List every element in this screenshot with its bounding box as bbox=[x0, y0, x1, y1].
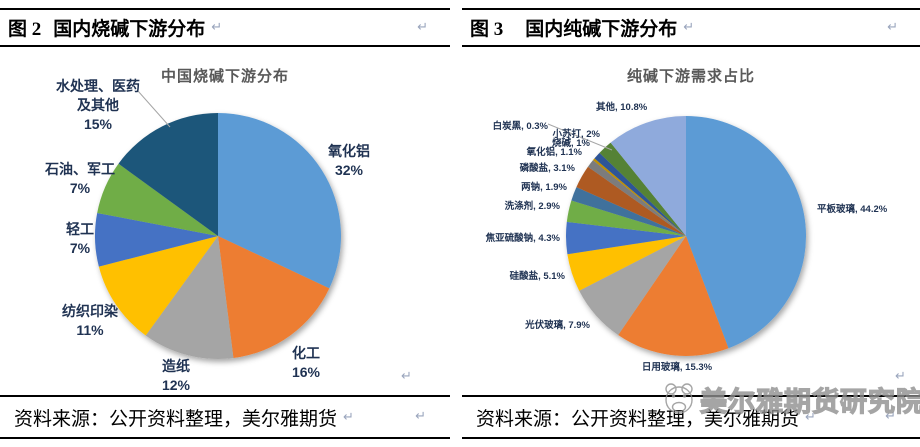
pie-slice-纺织印染 bbox=[98, 236, 218, 336]
paragraph-mark-icon: ↵ bbox=[343, 409, 354, 425]
soda-ash-pie-chart: 纯碱下游需求占比 平板玻璃, 44.2% 日用玻璃, 15.3% 光伏玻璃, 7.9… bbox=[462, 47, 920, 395]
divider bbox=[0, 395, 450, 397]
paragraph-mark-icon: ↵ bbox=[401, 369, 412, 384]
divider bbox=[0, 8, 450, 10]
pie-slice-硅酸盐 bbox=[567, 236, 686, 291]
pie-slice-光伏玻璃 bbox=[579, 236, 686, 335]
paragraph-mark-icon: ↵ bbox=[895, 369, 906, 384]
source-text: 资料来源：公开资料整理，美尔雅期货 bbox=[14, 408, 338, 430]
figure-title: 国内烧碱下游分布 bbox=[53, 19, 206, 40]
paragraph-mark-icon: ↵ bbox=[417, 20, 428, 35]
pie-slice-水处理、医药及其他 bbox=[118, 113, 218, 236]
pie-slice-石油、军工 bbox=[97, 163, 218, 236]
pie-slice-氧化铝 bbox=[587, 160, 686, 236]
figure-2-heading: 图 2 国内烧碱下游分布 ↵ ↵ bbox=[0, 10, 450, 45]
pie-slice-日用玻璃 bbox=[618, 236, 729, 357]
figure-2-panel: 图 2 国内烧碱下游分布 ↵ ↵ 中国烧碱下游分布 氧化铝 32% 化工 16% 造… bbox=[0, 0, 450, 439]
pie-chart-svg bbox=[547, 116, 807, 357]
divider bbox=[0, 45, 450, 47]
figure-label: 图 2 bbox=[8, 19, 42, 40]
figure-title: 国内纯碱下游分布 bbox=[525, 19, 678, 40]
pie-slice-白炭黑 bbox=[592, 158, 686, 236]
pie-chart-svg bbox=[94, 90, 341, 360]
figure-label: 图 3 bbox=[470, 19, 504, 40]
pie-slice-化工 bbox=[218, 236, 330, 359]
pie-slice-造纸 bbox=[145, 236, 234, 360]
paragraph-mark-icon: ↵ bbox=[887, 20, 898, 35]
figure-2-source: 资料来源：公开资料整理，美尔雅期货 ↵ ↵ bbox=[0, 397, 450, 437]
pie-slice-平板玻璃 bbox=[686, 116, 807, 349]
pie-slice-磷酸盐 bbox=[576, 166, 686, 236]
pie-slice-其他 bbox=[610, 116, 686, 236]
pie-slice-焦亚硫酸钠 bbox=[565, 221, 686, 255]
pie-slice-烧碱 bbox=[594, 152, 686, 236]
caustic-soda-pie-chart: 中国烧碱下游分布 氧化铝 32% 化工 16% 造纸 12% 纺织印染 11% 轻工 7… bbox=[0, 47, 450, 395]
label-leader-line bbox=[547, 123, 613, 151]
chart-title: 纯碱下游需求占比 bbox=[626, 68, 755, 85]
figure-3-heading: 图 3 国内纯碱下游分布 ↵ ↵ bbox=[462, 10, 920, 45]
pie-slice-洗涤剂 bbox=[566, 200, 686, 236]
paragraph-mark-icon: ↵ bbox=[885, 409, 896, 424]
pie-slice-两钠 bbox=[571, 187, 686, 236]
paragraph-mark-icon: ↵ bbox=[683, 20, 695, 35]
pie-slice-轻工 bbox=[94, 212, 218, 267]
pie-slice-小苏打 bbox=[599, 142, 686, 236]
divider bbox=[462, 45, 920, 47]
divider bbox=[0, 437, 450, 439]
source-text: 资料来源：公开资料整理，美尔雅期货 bbox=[476, 408, 800, 430]
figure-3-source: 资料来源：公开资料整理，美尔雅期货 ↵ ↵ bbox=[462, 397, 920, 437]
figure-3-panel: 图 3 国内纯碱下游分布 ↵ ↵ 纯碱下游需求占比 平板玻璃, 44.2% 日用玻… bbox=[462, 0, 920, 439]
divider bbox=[462, 437, 920, 439]
paragraph-mark-icon: ↵ bbox=[805, 409, 816, 425]
paragraph-mark-icon: ↵ bbox=[415, 409, 426, 424]
label-leader-line bbox=[137, 90, 171, 128]
chart-title: 中国烧碱下游分布 bbox=[160, 68, 289, 85]
divider bbox=[462, 8, 920, 10]
pie-slice-氧化铝 bbox=[218, 113, 341, 289]
paragraph-mark-icon: ↵ bbox=[211, 20, 223, 35]
